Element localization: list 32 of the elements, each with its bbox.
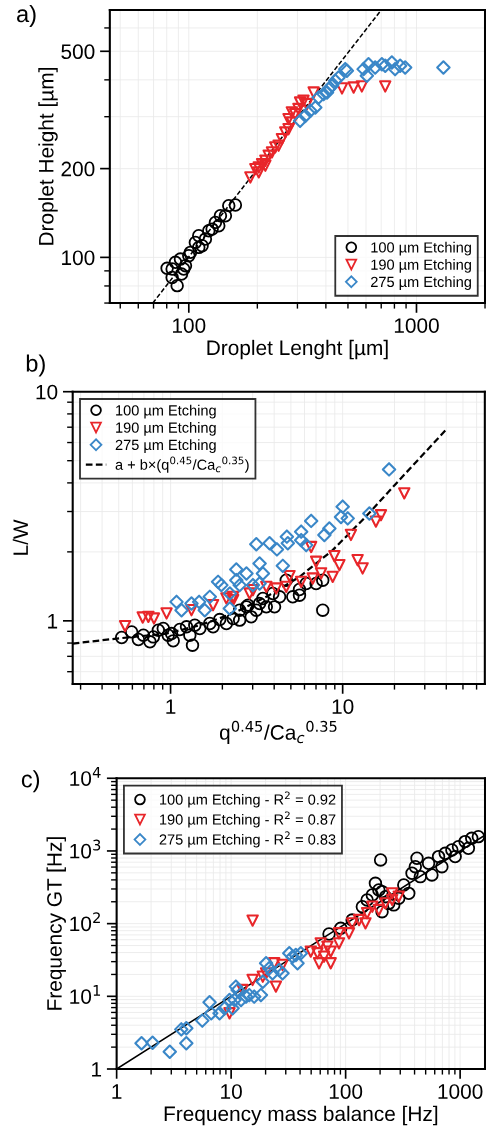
y-axis-title: L/W bbox=[12, 519, 29, 555]
y-tick-label: 200 bbox=[61, 161, 95, 177]
legend-label: 190 µm Etching - R$^{2}$ = 0.87 bbox=[160, 811, 336, 828]
y-tick-label: 500 bbox=[61, 44, 95, 60]
x-tick-label: 1 bbox=[112, 1084, 122, 1099]
y-tick-label: 10$^{1}$ bbox=[70, 985, 101, 1004]
legend-label: 190 µm Etching bbox=[371, 259, 471, 273]
x-tick-label: 1000 bbox=[438, 1084, 483, 1099]
y-tick-label: 10$^{2}$ bbox=[70, 912, 100, 932]
legend-label: 275 µm Etching - R$^{2}$ = 0.83 bbox=[159, 831, 336, 848]
legend-label: 100 µm Etching bbox=[116, 404, 216, 419]
legend-label: 190 µm Etching bbox=[116, 422, 216, 436]
legend-label: 275 µm Etching bbox=[115, 439, 216, 453]
x-tick-label: 10 bbox=[221, 1084, 242, 1099]
text: a) bbox=[17, 4, 36, 27]
y-tick-label: 10$^{3}$ bbox=[70, 839, 101, 859]
x-axis-title: Frequency mass balance [Hz] bbox=[164, 1105, 438, 1126]
x-axis-title: q$^{0.45}$/Ca$_{c}$$^{0.35}$ bbox=[219, 720, 337, 744]
legend-label: 275 µm Etching bbox=[371, 276, 471, 290]
x-axis-title: Droplet Lenght [µm] bbox=[207, 339, 388, 360]
y-tick-label: 10$^{4}$ bbox=[70, 767, 101, 786]
y-tick-label: 1 bbox=[92, 1062, 102, 1077]
text: b) bbox=[26, 354, 45, 377]
x-tick-label: 100 bbox=[329, 1084, 363, 1099]
y-tick-label: 100 bbox=[62, 250, 95, 266]
legend-label: 100 µm Etching bbox=[371, 241, 471, 256]
x-tick-label: 1000 bbox=[394, 318, 439, 333]
legend-label: 100 µm Etching - R$^{2}$ = 0.92 bbox=[160, 791, 336, 808]
text: c) bbox=[21, 770, 40, 793]
y-axis-title: Droplet Height [µm] bbox=[38, 68, 58, 245]
y-axis-title: Frequency GT [Hz] bbox=[46, 837, 66, 1010]
legend-label: a + b×(q$^{0.45}$/Ca$_{c}$$^{0.35}$) bbox=[115, 456, 249, 473]
